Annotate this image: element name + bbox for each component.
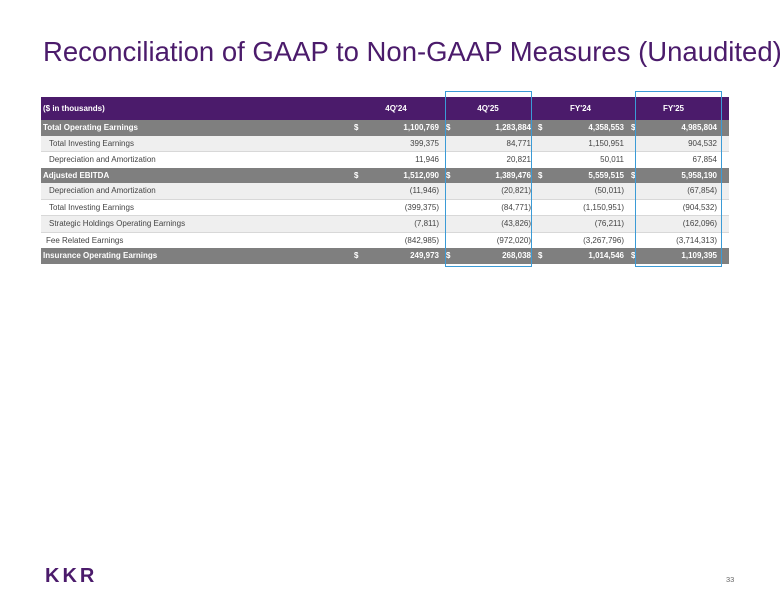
cell-value: (842,985) <box>404 235 439 245</box>
currency-symbol: $ <box>538 123 543 133</box>
cell-value: 50,011 <box>600 155 624 165</box>
cell-value: 1,109,395 <box>681 251 717 261</box>
currency-symbol <box>534 152 546 168</box>
currency-symbol: $ <box>446 170 451 180</box>
row-label: Insurance Operating Earnings <box>43 251 158 261</box>
row-label: Depreciation and Amortization <box>49 155 156 165</box>
header-col-fy24: FY'24 <box>569 104 592 113</box>
row-label: Strategic Holdings Operating Earnings <box>49 219 186 229</box>
cell-value: 399,375 <box>410 138 439 148</box>
header-label: ($ in thousands) <box>43 104 105 113</box>
currency-symbol <box>350 216 362 232</box>
table-row: Depreciation and Amortization (11,946) (… <box>41 183 729 200</box>
cell-value: (43,826) <box>501 219 531 229</box>
currency-symbol <box>534 216 546 232</box>
cell-value: 5,559,515 <box>588 170 624 180</box>
cell-value: (84,771) <box>501 202 531 212</box>
row-label: Depreciation and Amortization <box>49 186 156 196</box>
currency-symbol: $ <box>631 251 636 261</box>
currency-symbol: $ <box>538 170 543 180</box>
kkr-logo: KKR <box>45 565 98 587</box>
cell-value: (972,020) <box>496 235 531 245</box>
cell-value: (162,096) <box>682 219 717 229</box>
table-header-row: ($ in thousands) 4Q'24 4Q'25 FY'24 FY'25 <box>41 97 729 120</box>
cell-value: (399,375) <box>404 202 439 212</box>
currency-symbol <box>350 233 362 249</box>
cell-value: 1,283,884 <box>495 123 531 133</box>
cell-value: 1,512,090 <box>403 170 439 180</box>
cell-value: 1,389,476 <box>495 170 531 180</box>
cell-value: 1,014,546 <box>588 251 624 261</box>
cell-value: (20,821) <box>501 186 531 196</box>
currency-symbol <box>350 136 362 152</box>
reconciliation-table: ($ in thousands) 4Q'24 4Q'25 FY'24 FY'25… <box>41 97 729 264</box>
cell-value: (1,150,951) <box>583 202 624 212</box>
row-label: Adjusted EBITDA <box>43 170 110 180</box>
cell-value: (67,854) <box>687 186 717 196</box>
currency-symbol <box>534 183 546 199</box>
header-col-fy25: FY'25 <box>662 104 685 113</box>
currency-symbol: $ <box>354 170 359 180</box>
highlight-box-4q25 <box>445 91 532 267</box>
page-title: Reconciliation of GAAP to Non-GAAP Measu… <box>43 36 780 67</box>
header-col-4q25: 4Q'25 <box>477 104 499 113</box>
row-label: Total Investing Earnings <box>49 138 134 148</box>
cell-value: 5,958,190 <box>681 170 717 180</box>
table-row: Total Operating Earnings $ 1,100,769 $ 1… <box>41 120 729 136</box>
highlight-box-fy25 <box>635 91 722 267</box>
currency-symbol: $ <box>631 170 636 180</box>
cell-value: 20,821 <box>506 155 531 165</box>
table-row: Insurance Operating Earnings $ 249,973 $… <box>41 248 729 264</box>
cell-value: 904,532 <box>688 138 717 148</box>
currency-symbol: $ <box>446 251 451 261</box>
currency-symbol: $ <box>631 123 636 133</box>
table-row: Total Investing Earnings 399,375 84,771 … <box>41 135 729 152</box>
currency-symbol <box>534 200 546 216</box>
page-number: 33 <box>726 575 735 584</box>
cell-value: 67,854 <box>692 155 717 165</box>
currency-symbol <box>350 152 362 168</box>
cell-value: 249,973 <box>410 251 439 261</box>
table-row: Fee Related Earnings (842,985) (972,020)… <box>41 232 729 249</box>
cell-value: (3,714,313) <box>676 235 717 245</box>
table-row: Total Investing Earnings (399,375) (84,7… <box>41 199 729 216</box>
currency-symbol <box>350 183 362 199</box>
cell-value: 268,038 <box>502 251 531 261</box>
currency-symbol <box>534 136 546 152</box>
cell-value: 84,771 <box>506 138 531 148</box>
currency-symbol: $ <box>446 123 451 133</box>
table-row: Depreciation and Amortization 11,946 20,… <box>41 152 729 168</box>
cell-value: 1,100,769 <box>403 123 439 133</box>
currency-symbol: $ <box>354 123 359 133</box>
row-label: Total Operating Earnings <box>43 123 138 133</box>
currency-symbol <box>350 200 362 216</box>
cell-value: (3,267,796) <box>583 235 624 245</box>
cell-value: 1,150,951 <box>588 138 624 148</box>
cell-value: (7,811) <box>414 219 439 229</box>
row-label: Total Investing Earnings <box>49 202 134 212</box>
header-col-4q24: 4Q'24 <box>385 104 407 113</box>
cell-value: (76,211) <box>594 219 624 229</box>
row-label: Fee Related Earnings <box>46 235 124 245</box>
cell-value: 11,946 <box>415 155 439 165</box>
currency-symbol <box>534 233 546 249</box>
table-row: Adjusted EBITDA $ 1,512,090 $ 1,389,476 … <box>41 167 729 183</box>
currency-symbol: $ <box>538 251 543 261</box>
table-row: Strategic Holdings Operating Earnings (7… <box>41 216 729 233</box>
cell-value: (11,946) <box>409 186 439 196</box>
cell-value: (904,532) <box>682 202 717 212</box>
currency-symbol: $ <box>354 251 359 261</box>
cell-value: 4,985,804 <box>681 123 717 133</box>
cell-value: (50,011) <box>594 186 624 196</box>
cell-value: 4,358,553 <box>588 123 624 133</box>
